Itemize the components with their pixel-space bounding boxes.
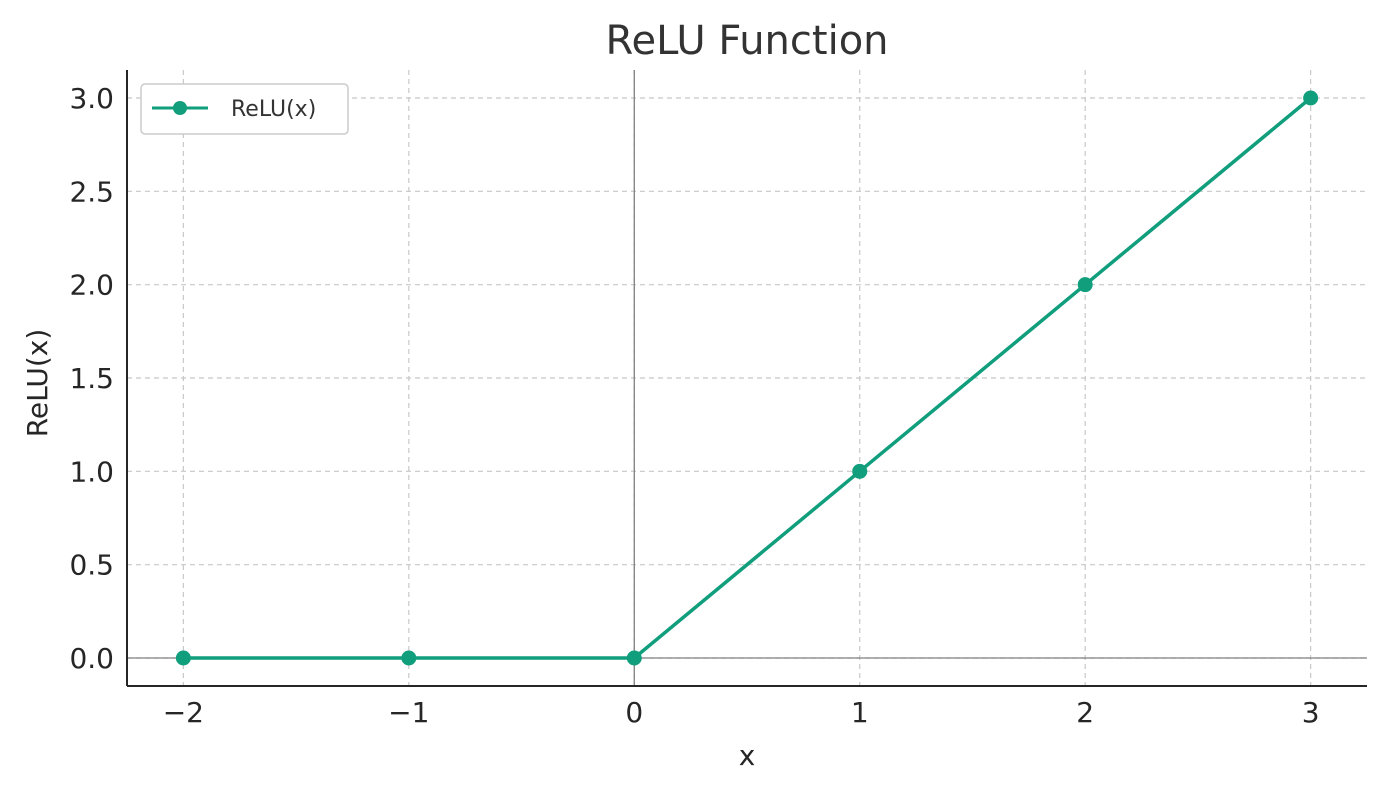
x-axis-label: x (739, 739, 756, 772)
data-point (1303, 90, 1319, 106)
y-tick-label: 2.0 (69, 269, 114, 302)
grid-lines (127, 70, 1367, 686)
y-tick-label: 3.0 (69, 82, 114, 115)
data-point (401, 650, 417, 666)
legend-label: ReLU(x) (231, 97, 316, 122)
x-tick-label: −2 (163, 696, 204, 729)
axes (126, 70, 1367, 687)
y-tick-label: 0.0 (69, 642, 114, 675)
legend-frame (140, 83, 349, 135)
y-axis-label: ReLU(x) (21, 329, 54, 438)
y-tick-label: 1.5 (69, 362, 114, 395)
x-tick-label: 1 (851, 696, 869, 729)
x-tick-label: 2 (1076, 696, 1094, 729)
y-tick-label: 2.5 (69, 175, 114, 208)
series-line (183, 96, 1312, 660)
data-point (1077, 277, 1093, 293)
series-layer (175, 90, 1319, 666)
x-tick-label: 0 (625, 696, 643, 729)
legend-marker-swatch (173, 101, 187, 115)
x-tick-label: −1 (388, 696, 429, 729)
legend: ReLU(x) (140, 83, 349, 135)
y-tick-label: 0.5 (69, 549, 114, 582)
y-ticks: 0.0 0.5 1.0 1.5 2.0 2.5 3.0 (69, 82, 114, 675)
data-point (175, 650, 191, 666)
data-point (626, 650, 642, 666)
data-point (852, 463, 868, 479)
x-ticks: −2 −1 0 1 2 3 (163, 696, 1320, 729)
chart-title: ReLU Function (605, 18, 888, 64)
x-tick-label: 3 (1302, 696, 1320, 729)
y-tick-label: 1.0 (69, 455, 114, 488)
